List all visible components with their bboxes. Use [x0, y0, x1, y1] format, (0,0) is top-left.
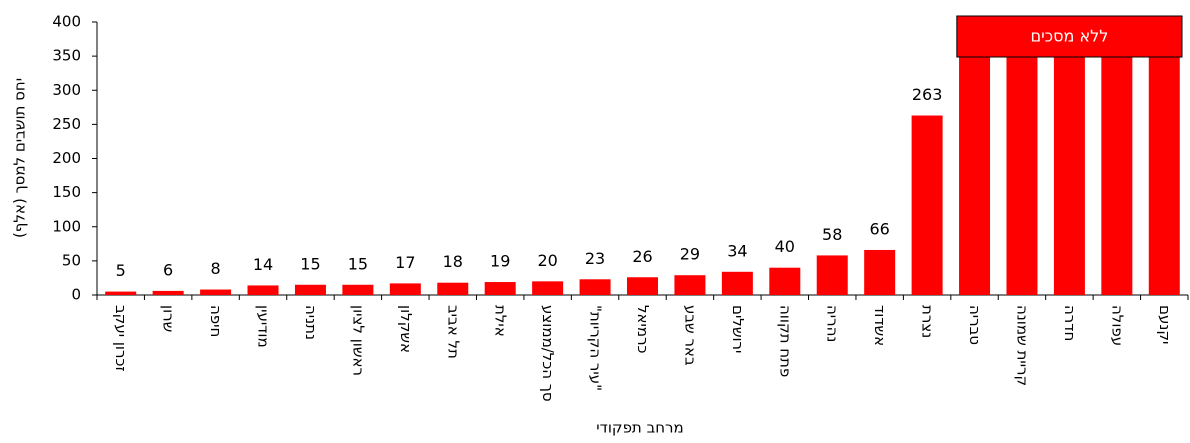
x-tick-label: אילת — [492, 305, 510, 337]
y-tick-label: 100 — [52, 217, 81, 235]
bar — [579, 279, 611, 295]
bar-no-data — [1148, 22, 1180, 295]
bar — [484, 282, 516, 295]
x-tick-label: חדרה — [1061, 305, 1079, 341]
bar — [105, 291, 137, 295]
data-label: 20 — [537, 251, 557, 270]
y-tick-label: 350 — [52, 47, 81, 65]
bar — [864, 249, 896, 295]
x-tick-label: נצרת — [919, 305, 937, 338]
data-label: 15 — [300, 254, 320, 273]
bar-no-data — [1101, 22, 1133, 295]
data-label: 18 — [443, 252, 463, 271]
bar — [200, 289, 232, 295]
x-tick-label: קריית שמונה — [1013, 305, 1031, 386]
y-tick-label: 400 — [52, 13, 81, 31]
y-tick-label: 150 — [52, 183, 81, 201]
data-label: 5 — [116, 261, 126, 280]
bar-no-data — [1006, 22, 1038, 295]
y-tick-label: 0 — [71, 286, 81, 304]
annotation-box — [956, 15, 1183, 58]
x-tick-label: עפולה — [1108, 305, 1126, 346]
x-tick-label: ירושלים — [729, 305, 747, 353]
y-tick-label: 200 — [52, 149, 81, 167]
x-axis-title: מרחב תפקודי — [596, 419, 683, 437]
x-tick-label: נתניה — [302, 305, 320, 340]
data-label: 17 — [395, 253, 415, 272]
bar — [816, 255, 848, 295]
x-tick-label: ראשון לציון — [349, 305, 367, 376]
x-tick-label: טבריה — [966, 305, 984, 345]
x-tick-label: שרון — [160, 305, 178, 332]
x-tick-label: תל אביב — [444, 305, 462, 359]
data-label: 40 — [775, 237, 795, 256]
bar — [769, 267, 801, 295]
bar — [294, 284, 326, 295]
x-tick-label: זכרון יעקב — [112, 305, 130, 372]
bar — [247, 285, 279, 295]
annotation-text: ללא מסכים — [1030, 27, 1108, 46]
data-label: 19 — [490, 252, 510, 271]
data-label: 15 — [348, 254, 368, 273]
x-tick-label: סך הכל/ממוצע — [539, 305, 557, 402]
bar-no-data — [959, 22, 991, 295]
x-tick-label: אשקלון — [397, 305, 415, 353]
x-tick-label: כרמיאל — [634, 305, 652, 354]
x-tick-label: נהריה — [824, 305, 842, 342]
x-tick-label: אשדוד — [871, 305, 889, 346]
data-label: 29 — [680, 245, 700, 264]
bar — [627, 277, 658, 295]
bar-no-data — [1053, 22, 1085, 295]
bar — [911, 115, 943, 295]
bar — [342, 284, 374, 295]
data-label: 58 — [822, 225, 842, 244]
y-tick-label: 300 — [52, 81, 81, 99]
x-tick-label: יקנעם — [1156, 305, 1174, 344]
bar — [389, 283, 421, 295]
bar — [437, 282, 469, 295]
bar — [721, 271, 753, 295]
y-tick-label: 50 — [62, 251, 81, 269]
data-label: 26 — [632, 247, 652, 266]
y-axis-title: יחס תושבים למסך (אלף) — [11, 78, 29, 238]
x-tick-label: מודיעין — [255, 305, 273, 348]
x-tick-label: חיפה — [207, 305, 225, 337]
data-label: 263 — [912, 85, 943, 104]
bar — [152, 290, 184, 295]
bar — [674, 275, 706, 295]
data-label: 8 — [210, 259, 220, 278]
x-tick-label: פתח תקווה — [776, 305, 794, 377]
data-label: 14 — [253, 255, 273, 274]
data-label: 34 — [727, 241, 747, 260]
bar — [532, 281, 564, 295]
x-tick-label: באר שבע — [681, 305, 699, 366]
y-tick-label: 250 — [52, 115, 81, 133]
data-label: 66 — [869, 219, 889, 238]
x-tick-label: "עיר הקריות" — [587, 305, 605, 391]
data-label: 6 — [163, 260, 173, 279]
data-label: 23 — [585, 249, 605, 268]
